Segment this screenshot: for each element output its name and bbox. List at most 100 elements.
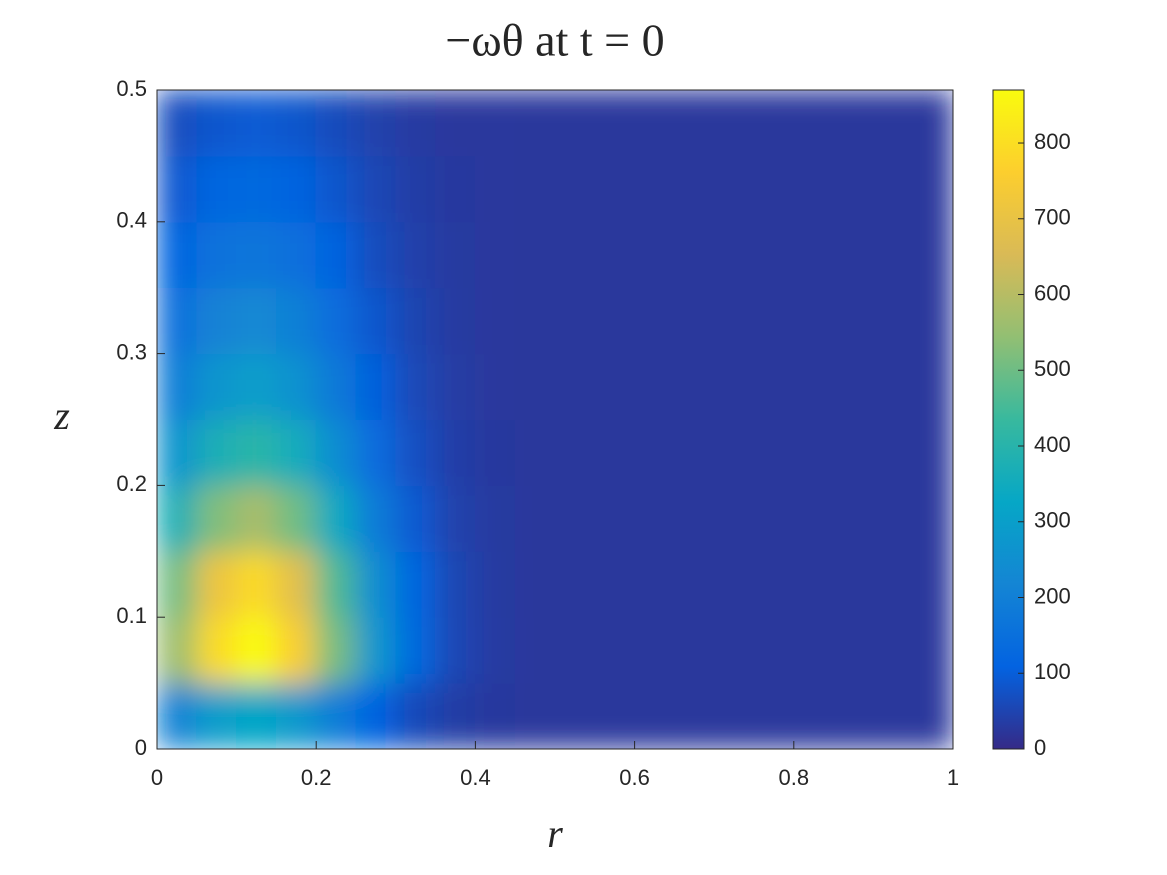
heatmap-cell bbox=[236, 419, 277, 486]
heatmap-cell bbox=[634, 616, 675, 684]
heatmap-cell bbox=[395, 682, 437, 749]
heatmap-cell bbox=[157, 221, 198, 289]
heatmap-cell bbox=[474, 90, 516, 157]
heatmap-cell bbox=[355, 484, 397, 552]
heatmap-cell bbox=[435, 484, 476, 552]
heatmap-cell bbox=[514, 550, 556, 618]
heatmap-cell bbox=[474, 155, 516, 223]
colorbar-tick-label: 100 bbox=[1034, 659, 1071, 684]
heatmap-cell bbox=[793, 682, 835, 749]
heatmap-cell bbox=[673, 353, 715, 420]
heatmap-cell bbox=[236, 287, 277, 355]
heatmap-cell bbox=[634, 90, 675, 157]
heatmap-cell bbox=[833, 682, 874, 749]
x-axis-label: r bbox=[547, 811, 563, 856]
heatmap-cell bbox=[554, 419, 596, 486]
heatmap-cell bbox=[833, 616, 874, 684]
heatmap-cell bbox=[793, 616, 835, 684]
heatmap-cell bbox=[196, 682, 238, 749]
heatmap-cell bbox=[554, 616, 596, 684]
heatmap-cell bbox=[634, 550, 675, 618]
x-tick-label: 1 bbox=[947, 765, 959, 790]
heatmap-cell bbox=[713, 287, 755, 355]
heatmap-cell bbox=[912, 419, 953, 486]
heatmap-cell bbox=[912, 353, 953, 420]
heatmap-cell bbox=[514, 90, 556, 157]
heatmap-cell bbox=[514, 353, 556, 420]
heatmap-cell bbox=[912, 484, 953, 552]
heatmap bbox=[157, 90, 953, 749]
heatmap-cell bbox=[514, 484, 556, 552]
x-tick-label: 0.2 bbox=[301, 765, 332, 790]
y-tick-label: 0.5 bbox=[116, 76, 147, 101]
heatmap-cell bbox=[275, 682, 317, 749]
heatmap-cell bbox=[236, 550, 277, 618]
heatmap-cell bbox=[673, 155, 715, 223]
heatmap-cell bbox=[395, 484, 437, 552]
heatmap-cell bbox=[912, 90, 953, 157]
y-tick-label: 0.4 bbox=[116, 208, 147, 233]
heatmap-cell bbox=[713, 90, 755, 157]
heatmap-cell bbox=[474, 353, 516, 420]
heatmap-cell bbox=[355, 353, 397, 420]
heatmap-cell bbox=[634, 484, 675, 552]
heatmap-cell bbox=[395, 90, 437, 157]
heatmap-cell bbox=[435, 550, 476, 618]
heatmap-cell bbox=[236, 155, 277, 223]
heatmap-cell bbox=[236, 484, 277, 552]
heatmap-cell bbox=[236, 353, 277, 420]
heatmap-cell bbox=[315, 353, 357, 420]
heatmap-cell bbox=[236, 682, 277, 749]
heatmap-cell bbox=[753, 353, 795, 420]
heatmap-cell bbox=[315, 287, 357, 355]
heatmap-cell bbox=[196, 419, 238, 486]
heatmap-cell bbox=[554, 155, 596, 223]
heatmap-cell bbox=[594, 155, 636, 223]
heatmap-cell bbox=[793, 484, 835, 552]
heatmap-cell bbox=[395, 287, 437, 355]
heatmap-cell bbox=[554, 287, 596, 355]
heatmap-cell bbox=[872, 221, 914, 289]
heatmap-cell bbox=[275, 616, 317, 684]
heatmap-cell bbox=[833, 90, 874, 157]
heatmap-cell bbox=[872, 287, 914, 355]
heatmap-cell bbox=[634, 287, 675, 355]
heatmap-cell bbox=[594, 90, 636, 157]
x-tick-label: 0 bbox=[151, 765, 163, 790]
heatmap-cell bbox=[634, 353, 675, 420]
heatmap-cell bbox=[196, 550, 238, 618]
chart-title: −ωθ at t = 0 bbox=[445, 15, 664, 66]
heatmap-cell bbox=[474, 484, 516, 552]
heatmap-cell bbox=[157, 616, 198, 684]
heatmap-cell bbox=[594, 353, 636, 420]
heatmap-cell bbox=[793, 90, 835, 157]
heatmap-cell bbox=[395, 155, 437, 223]
heatmap-cell bbox=[236, 221, 277, 289]
heatmap-cell bbox=[435, 221, 476, 289]
heatmap-cell bbox=[395, 550, 437, 618]
heatmap-cell bbox=[912, 287, 953, 355]
heatmap-cell bbox=[157, 287, 198, 355]
y-tick-label: 0 bbox=[135, 735, 147, 760]
heatmap-cell bbox=[793, 550, 835, 618]
heatmap-cell bbox=[912, 221, 953, 289]
heatmap-cell bbox=[833, 353, 874, 420]
heatmap-cell bbox=[912, 682, 953, 749]
heatmap-cell bbox=[474, 682, 516, 749]
heatmap-cell bbox=[753, 419, 795, 486]
heatmap-cell bbox=[435, 682, 476, 749]
heatmap-cell bbox=[594, 550, 636, 618]
heatmap-cell bbox=[554, 353, 596, 420]
colorbar-tick-label: 0 bbox=[1034, 735, 1046, 760]
heatmap-cell bbox=[594, 682, 636, 749]
heatmap-cells bbox=[157, 90, 953, 749]
heatmap-cell bbox=[872, 682, 914, 749]
heatmap-cell bbox=[514, 419, 556, 486]
heatmap-cell bbox=[275, 221, 317, 289]
heatmap-cell bbox=[514, 682, 556, 749]
heatmap-cell bbox=[196, 221, 238, 289]
plot-frame bbox=[156, 89, 954, 750]
heatmap-cell bbox=[236, 616, 277, 684]
heatmap-cell bbox=[554, 90, 596, 157]
